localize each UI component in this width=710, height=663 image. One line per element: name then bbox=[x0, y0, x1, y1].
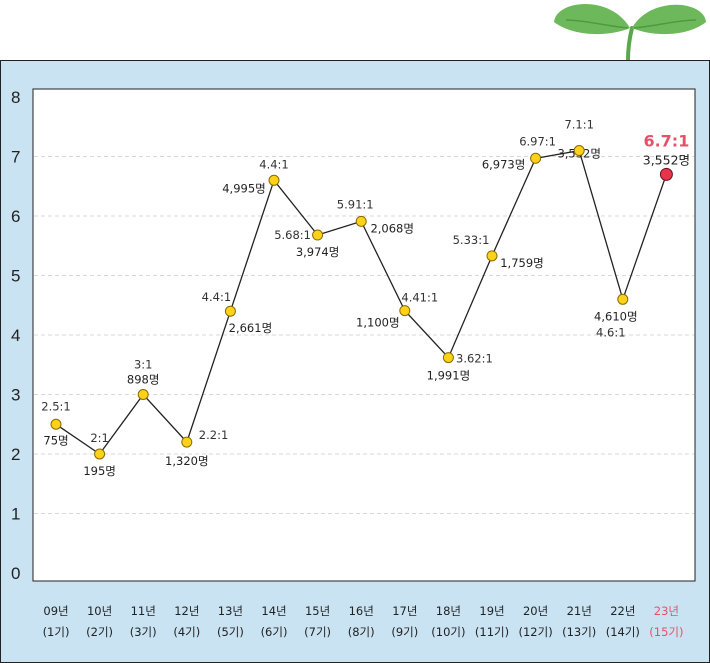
ratio-label: 5.68:1 bbox=[274, 228, 311, 242]
data-point bbox=[573, 145, 585, 157]
x-tick-year: 10년 bbox=[87, 604, 112, 618]
x-tick-year: 09년 bbox=[43, 604, 68, 618]
applicant-label: 4,995명 bbox=[222, 181, 266, 195]
x-tick-term: (15기) bbox=[649, 625, 683, 639]
x-tick-term: (8기) bbox=[348, 625, 375, 639]
x-tick-term: (9기) bbox=[391, 625, 418, 639]
x-tick-term: (14기) bbox=[606, 625, 640, 639]
data-point bbox=[399, 305, 411, 317]
data-point bbox=[442, 352, 454, 364]
x-tick-year: 15년 bbox=[305, 604, 330, 618]
applicant-label: 1,100명 bbox=[356, 316, 400, 330]
applicant-label: 3,974명 bbox=[296, 245, 340, 259]
data-point bbox=[268, 174, 280, 186]
data-point bbox=[617, 293, 629, 305]
data-point bbox=[224, 305, 236, 317]
applicant-label: 1,320명 bbox=[165, 454, 209, 468]
x-tick-year: 21년 bbox=[567, 604, 592, 618]
ratio-label: 7.1:1 bbox=[564, 118, 593, 132]
highlight-point bbox=[659, 167, 673, 181]
y-tick-label: 3 bbox=[11, 386, 20, 405]
applicant-label: 2,661명 bbox=[229, 321, 273, 335]
data-point bbox=[137, 389, 149, 400]
applicant-label: 2,068명 bbox=[370, 221, 414, 235]
x-tick-term: (1기) bbox=[43, 625, 70, 639]
x-tick-term: (13기) bbox=[562, 625, 596, 639]
x-tick-term: (6기) bbox=[261, 625, 288, 639]
y-tick-label: 6 bbox=[11, 207, 20, 226]
y-tick-label: 4 bbox=[11, 326, 20, 345]
applicant-label: 75명 bbox=[43, 433, 68, 447]
ratio-label: 5.91:1 bbox=[337, 197, 374, 211]
data-point bbox=[312, 229, 324, 241]
y-tick-label: 1 bbox=[11, 505, 20, 524]
x-tick-term: (4기) bbox=[173, 625, 200, 639]
applicant-label: 4,610명 bbox=[594, 309, 638, 323]
x-tick-term: (11기) bbox=[475, 625, 509, 639]
ratio-label: 6.97:1 bbox=[519, 134, 556, 148]
ratio-label: 5.33:1 bbox=[453, 233, 490, 247]
ratio-label: 2.5:1 bbox=[41, 399, 70, 413]
ratio-label: 3.62:1 bbox=[456, 352, 493, 366]
x-tick-year: 13년 bbox=[218, 604, 243, 618]
ratio-label: 2:1 bbox=[90, 431, 109, 445]
ratio-label: 4.4:1 bbox=[259, 157, 288, 171]
x-tick-term: (12기) bbox=[519, 625, 553, 639]
y-tick-label: 0 bbox=[11, 564, 20, 583]
data-point bbox=[181, 436, 193, 448]
x-tick-year: 17년 bbox=[392, 604, 417, 618]
y-tick-label: 7 bbox=[11, 148, 20, 167]
y-tick-label: 5 bbox=[11, 267, 20, 286]
data-point bbox=[94, 448, 106, 460]
ratio-label: 6.7:1 bbox=[643, 131, 689, 150]
x-tick-term: (3기) bbox=[130, 625, 157, 639]
ratio-label: 4.41:1 bbox=[401, 291, 438, 305]
data-point bbox=[355, 215, 367, 227]
applicant-label: 1,991명 bbox=[427, 369, 471, 383]
ratio-label: 4.6:1 bbox=[596, 325, 625, 339]
x-tick-term: (5기) bbox=[217, 625, 244, 639]
x-tick-term: (2기) bbox=[86, 625, 113, 639]
applicant-label: 195명 bbox=[83, 464, 116, 478]
y-tick-label: 2 bbox=[11, 445, 20, 464]
sprout-icon bbox=[554, 4, 706, 62]
ratio-label: 3:1 bbox=[134, 358, 153, 372]
x-tick-year: 19년 bbox=[479, 604, 504, 618]
applicant-label: 6,973명 bbox=[482, 157, 526, 171]
x-tick-term: (7기) bbox=[304, 625, 331, 639]
y-tick-label: 8 bbox=[11, 88, 20, 107]
x-tick-year: 12년 bbox=[174, 604, 199, 618]
x-tick-year: 23년 bbox=[654, 604, 679, 618]
x-tick-term: (10기) bbox=[431, 625, 465, 639]
data-point bbox=[50, 418, 62, 430]
x-tick-year: 16년 bbox=[349, 604, 374, 618]
x-tick-year: 22년 bbox=[610, 604, 635, 618]
data-point bbox=[530, 152, 542, 164]
x-tick-year: 18년 bbox=[436, 604, 461, 618]
x-tick-year: 11년 bbox=[131, 604, 156, 618]
data-point bbox=[486, 250, 498, 262]
applicant-label: 1,759명 bbox=[500, 256, 544, 270]
applicant-label: 898명 bbox=[127, 373, 160, 387]
ratio-label: 2.2:1 bbox=[199, 428, 228, 442]
x-tick-year: 20년 bbox=[523, 604, 548, 618]
ratio-label: 4.4:1 bbox=[202, 290, 231, 304]
applicant-label: 3,552명 bbox=[643, 152, 690, 167]
x-tick-year: 14년 bbox=[261, 604, 286, 618]
